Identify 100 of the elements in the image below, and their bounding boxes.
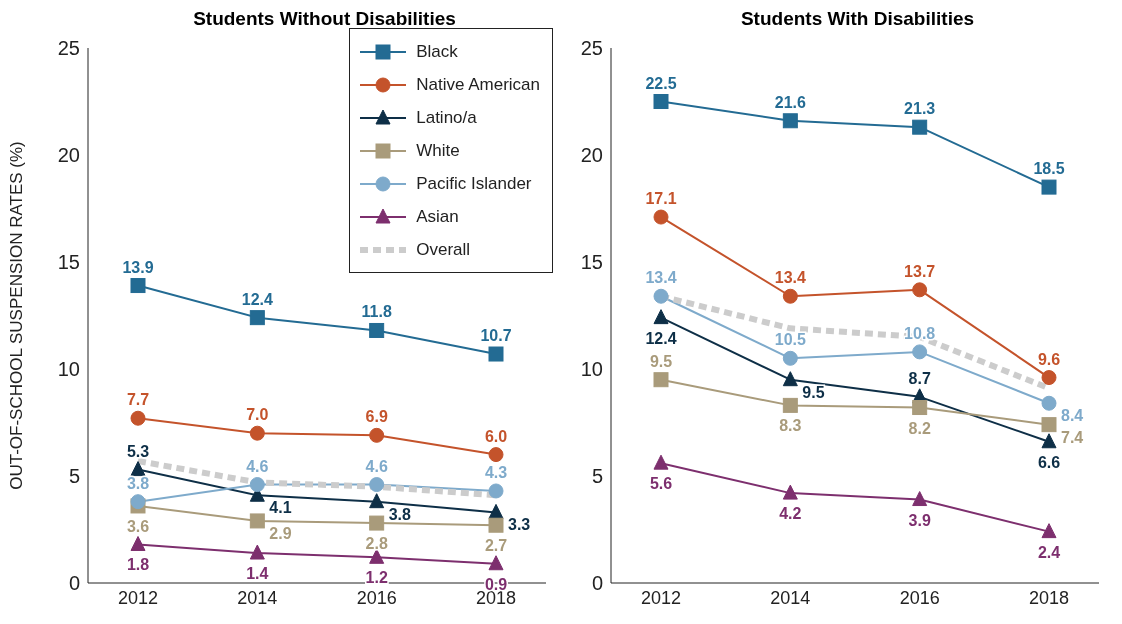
data-label: 8.3 (779, 417, 802, 435)
y-tick-label: 0 (591, 572, 603, 595)
data-label: 4.6 (365, 457, 388, 475)
point (912, 119, 928, 135)
x-tick-label: 2012 (117, 587, 159, 608)
point (369, 515, 385, 531)
point (249, 310, 265, 326)
y-tick-label: 5 (68, 465, 80, 488)
legend-label: White (416, 140, 460, 162)
data-label: 7.0 (246, 406, 269, 424)
point (130, 461, 146, 477)
data-label: 2.9 (269, 524, 292, 542)
point (488, 503, 504, 519)
x-tick-label: 2018 (1028, 587, 1070, 608)
point (488, 555, 504, 571)
data-label: 6.0 (484, 427, 508, 445)
point (782, 371, 798, 387)
point (369, 493, 385, 509)
point (1041, 395, 1057, 411)
point (488, 517, 504, 533)
y-tick-label: 25 (580, 37, 603, 60)
point (488, 483, 504, 499)
point (912, 282, 928, 298)
data-label: 10.7 (480, 327, 512, 345)
point (782, 484, 798, 500)
data-label: 11.8 (361, 303, 392, 321)
point (1041, 523, 1057, 539)
point (653, 454, 669, 470)
point (249, 425, 265, 441)
point (369, 427, 385, 443)
point (653, 94, 669, 109)
point (1041, 179, 1057, 195)
data-label: 4.2 (779, 505, 802, 523)
point (369, 322, 385, 338)
point (249, 544, 265, 560)
point (488, 346, 504, 362)
point (249, 477, 265, 493)
point (130, 278, 146, 294)
point (653, 309, 669, 325)
legend-label: Native American (416, 74, 540, 96)
data-label: 4.3 (484, 463, 508, 481)
data-label: 1.4 (246, 565, 269, 583)
legend-label: Overall (416, 239, 471, 261)
y-axis-title: OUT-OF-SCHOOL SUSPENSION RATES (%) (7, 141, 27, 490)
data-label: 21.6 (774, 93, 807, 111)
data-label: 1.8 (126, 556, 150, 574)
chart-title: Students Without Disabilities (192, 8, 457, 31)
data-label: 4.1 (269, 499, 292, 517)
data-label: 12.4 (241, 290, 274, 308)
point (782, 113, 798, 129)
point (782, 397, 798, 413)
legend-label: Pacific Islander (416, 173, 532, 195)
data-label: 8.4 (1061, 407, 1084, 425)
point (912, 344, 928, 360)
y-tick-label: 5 (591, 465, 603, 488)
point (488, 447, 504, 463)
point (653, 372, 669, 388)
data-label: 18.5 (1033, 160, 1065, 178)
chart-title: Students With Disabilities (739, 8, 976, 31)
data-label: 6.6 (1037, 453, 1061, 471)
data-label: 9.5 (802, 383, 825, 401)
data-label: 13.7 (904, 262, 936, 280)
data-label: 9.6 (1037, 350, 1061, 368)
data-label: 13.9 (122, 258, 154, 276)
data-label: 2.8 (365, 535, 388, 553)
data-label: 8.7 (908, 369, 931, 387)
data-label: 3.9 (908, 511, 931, 529)
point (249, 513, 265, 529)
point (1041, 417, 1057, 433)
y-tick-label: 10 (580, 358, 603, 381)
data-label: 3.6 (126, 517, 150, 535)
data-label: 3.8 (388, 505, 412, 523)
point (130, 410, 146, 426)
data-label: 9.5 (649, 352, 673, 370)
data-label: 6.9 (365, 408, 388, 426)
point (653, 209, 669, 225)
data-label: 10.8 (904, 324, 936, 342)
legend-label: Latino/a (416, 107, 477, 129)
point (653, 288, 669, 304)
y-tick-label: 20 (57, 144, 80, 167)
data-label: 3.3 (508, 516, 531, 534)
x-tick-label: 2012 (640, 587, 682, 608)
x-tick-label: 2014 (237, 587, 278, 608)
point (1041, 370, 1057, 386)
y-tick-label: 15 (57, 251, 80, 274)
data-label: 10.5 (774, 331, 807, 349)
data-label: 2.7 (484, 537, 508, 555)
data-label: 1.2 (365, 569, 388, 587)
data-label: 4.6 (246, 457, 269, 475)
point (130, 494, 146, 510)
data-label: 5.6 (649, 475, 673, 493)
data-label: 22.5 (645, 74, 677, 92)
y-tick-label: 20 (580, 144, 603, 167)
data-label: 21.3 (904, 100, 936, 118)
data-label: 8.2 (908, 419, 931, 437)
data-label: 5.3 (126, 442, 150, 460)
point (1041, 433, 1057, 449)
y-tick-label: 25 (57, 37, 80, 60)
data-label: 7.7 (126, 391, 150, 409)
x-tick-label: 2014 (770, 587, 811, 608)
